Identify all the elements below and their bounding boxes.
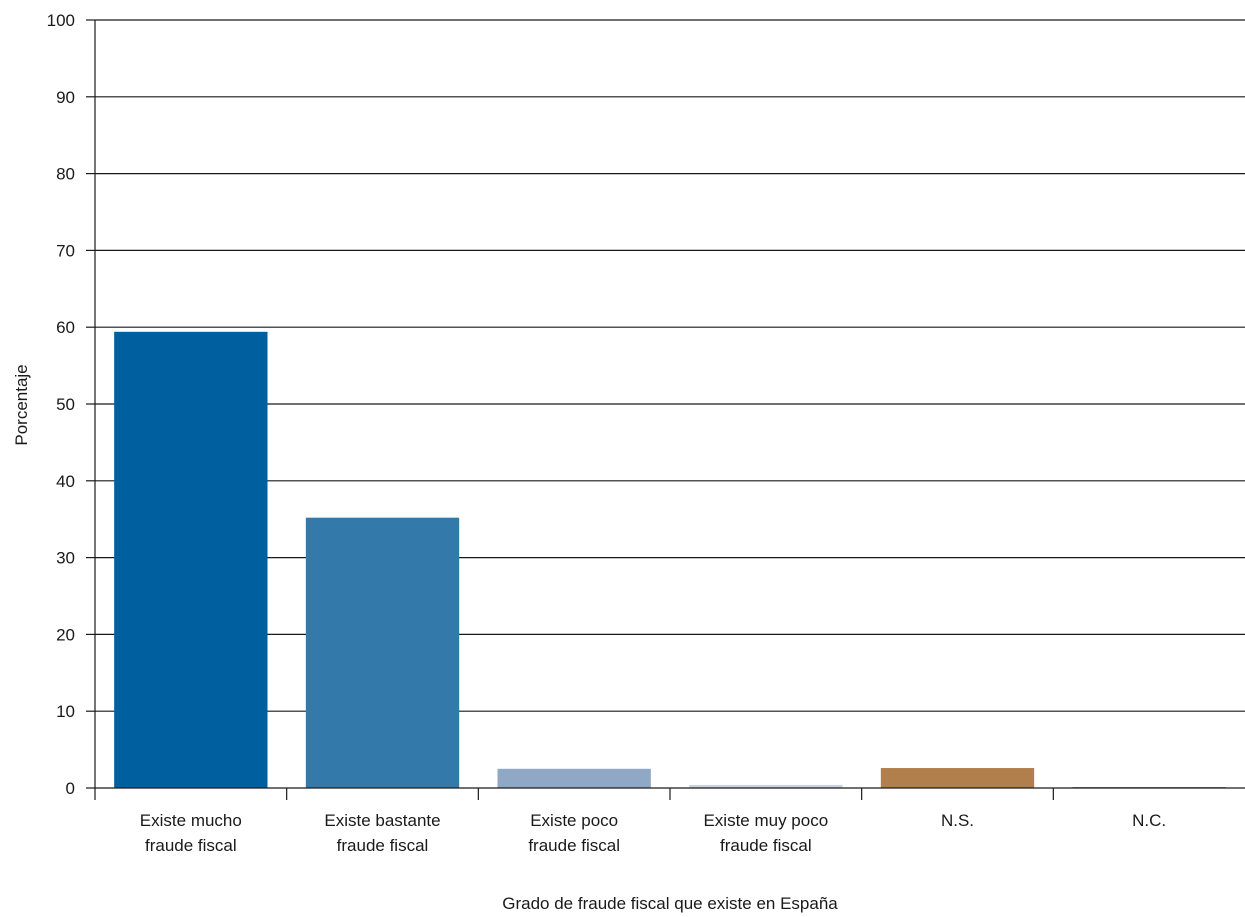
x-axis-title: Grado de fraude fiscal que existe en Esp… [502, 894, 838, 913]
x-category-label: N.S. [941, 811, 974, 830]
x-category-labels: Existe mucho fraude fiscal Existe bastante… [140, 811, 1166, 855]
y-tick-labels: 0 10 20 30 40 50 60 70 80 90 100 [47, 11, 95, 798]
y-tick-label: 30 [56, 549, 75, 568]
bar [689, 784, 843, 788]
y-tick-label: 10 [56, 702, 75, 721]
y-axis-title: Porcentaje [12, 364, 31, 445]
bars [114, 331, 1226, 788]
bar [497, 768, 651, 788]
y-tick-label: 50 [56, 395, 75, 414]
bar [114, 331, 268, 788]
gridlines [95, 19, 1245, 712]
axes [94, 20, 1245, 800]
y-tick-label: 80 [56, 165, 75, 184]
x-category-label: Existe poco fraude fiscal [528, 811, 620, 855]
y-tick-label: 100 [47, 11, 75, 30]
y-tick-label: 70 [56, 241, 75, 260]
bar [305, 517, 460, 788]
y-tick-label: 60 [56, 318, 75, 337]
bar [880, 768, 1035, 788]
x-category-label: Existe muy poco fraude fiscal [703, 811, 828, 855]
x-category-label: Existe bastante fraude fiscal [324, 811, 440, 855]
x-category-label: Existe mucho fraude fiscal [140, 811, 242, 855]
y-tick-label: 40 [56, 472, 75, 491]
y-tick-label: 0 [66, 779, 75, 798]
y-tick-label: 20 [56, 625, 75, 644]
y-tick-label: 90 [56, 88, 75, 107]
x-category-label: N.C. [1132, 811, 1166, 830]
